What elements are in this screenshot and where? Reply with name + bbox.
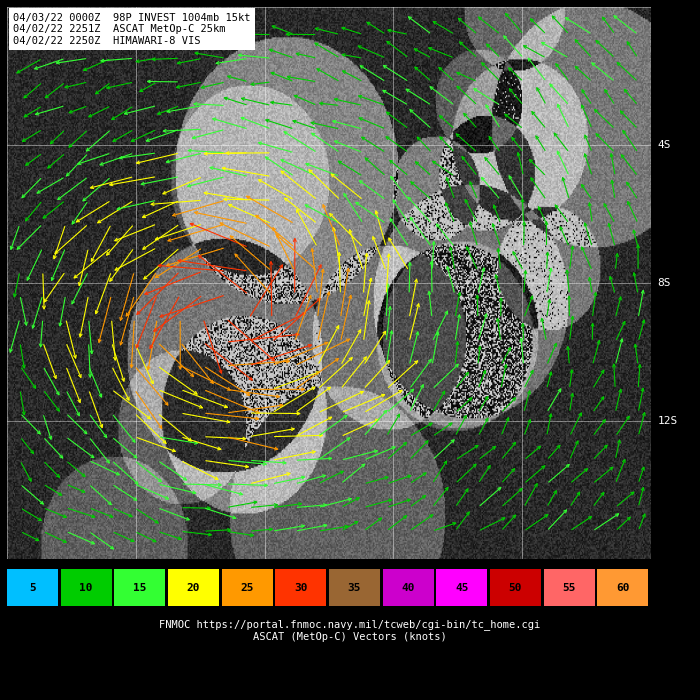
Text: 25: 25 xyxy=(240,583,254,593)
Text: 20: 20 xyxy=(187,583,200,593)
Text: 35: 35 xyxy=(348,583,361,593)
FancyBboxPatch shape xyxy=(114,569,165,606)
Text: 50: 50 xyxy=(509,583,522,593)
FancyBboxPatch shape xyxy=(490,569,541,606)
FancyBboxPatch shape xyxy=(275,569,326,606)
Text: 15: 15 xyxy=(133,583,146,593)
FancyBboxPatch shape xyxy=(61,569,111,606)
Text: 8S: 8S xyxy=(657,278,671,288)
FancyBboxPatch shape xyxy=(168,569,219,606)
Text: 10: 10 xyxy=(79,583,93,593)
Text: 156E: 156E xyxy=(618,0,645,1)
Text: FNMOC https://portal.fnmoc.navy.mil/tcweb/cgi-bin/tc_home.cgi
ASCAT (MetOp-C) Ve: FNMOC https://portal.fnmoc.navy.mil/tcwe… xyxy=(160,620,540,642)
Text: 55: 55 xyxy=(562,583,576,593)
Text: 45: 45 xyxy=(455,583,468,593)
FancyBboxPatch shape xyxy=(383,569,433,606)
Text: 30: 30 xyxy=(294,583,307,593)
Text: 60: 60 xyxy=(616,583,629,593)
Text: 04/03/22 0000Z  98P INVEST 1004mb 15kt
04/02/22 2251Z  ASCAT MetOp-C 25km
04/02/: 04/03/22 0000Z 98P INVEST 1004mb 15kt 04… xyxy=(13,13,251,46)
Text: 4S: 4S xyxy=(657,140,671,150)
FancyBboxPatch shape xyxy=(544,569,594,606)
FancyBboxPatch shape xyxy=(436,569,487,606)
Text: 5: 5 xyxy=(29,583,36,593)
FancyBboxPatch shape xyxy=(329,569,380,606)
Text: 12S: 12S xyxy=(657,416,678,426)
FancyBboxPatch shape xyxy=(222,569,272,606)
Text: 40: 40 xyxy=(401,583,415,593)
FancyBboxPatch shape xyxy=(7,569,58,606)
FancyBboxPatch shape xyxy=(597,569,648,606)
